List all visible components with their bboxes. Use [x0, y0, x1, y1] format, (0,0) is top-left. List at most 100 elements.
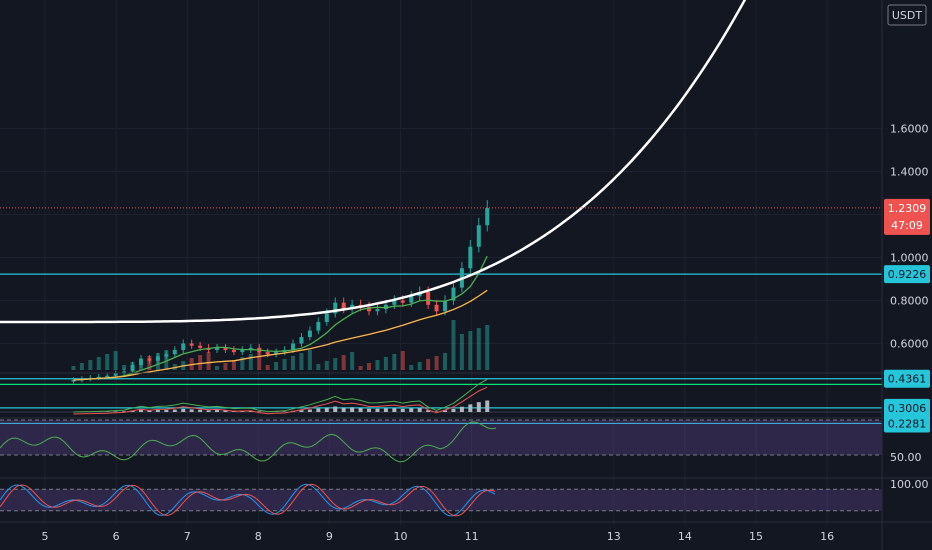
volume-bar — [392, 354, 397, 370]
stoch-band — [0, 489, 882, 511]
time-tick-label: 7 — [184, 530, 191, 543]
candle-body[interactable] — [443, 300, 448, 312]
price-tick-label: 0.8000 — [890, 295, 929, 308]
candle-body[interactable] — [248, 347, 253, 350]
macd-histogram-bar — [223, 410, 228, 412]
macd-histogram-bar — [459, 406, 464, 412]
volume-bar — [358, 366, 363, 370]
candle-body[interactable] — [164, 354, 169, 357]
candle-body[interactable] — [240, 349, 245, 353]
macd-histogram-bar — [409, 408, 414, 412]
candle-body[interactable] — [71, 380, 76, 382]
volume-bar — [417, 362, 422, 370]
candle-body[interactable] — [274, 352, 279, 355]
candle-body[interactable] — [105, 375, 110, 378]
candle-body[interactable] — [299, 337, 304, 344]
parabolic-curve-line[interactable] — [0, 0, 748, 324]
macd-histogram-bar — [383, 408, 388, 412]
macd-pane — [0, 379, 882, 415]
volume-bar — [443, 353, 448, 370]
time-tick-label: 5 — [42, 530, 49, 543]
price-tags: 1.2309 47:09 0.9226 0.4361 0.3006 0.2281 — [0, 198, 930, 433]
time-axis[interactable]: 5 6 7 8 9 10 11 13 14 15 16 — [42, 530, 835, 543]
level-price-label: 0.3006 — [888, 402, 927, 415]
macd-histogram-bar — [206, 410, 211, 412]
volume-bar — [400, 351, 405, 370]
candle-body[interactable] — [189, 343, 194, 346]
volume-bar — [274, 362, 279, 370]
level-price-label: 0.4361 — [888, 373, 927, 386]
candle-body[interactable] — [367, 306, 372, 312]
candle-body[interactable] — [223, 347, 228, 350]
stoch-k-line — [0, 483, 496, 517]
candle-body[interactable] — [383, 304, 388, 310]
currency-badge[interactable] — [887, 4, 927, 26]
candle-body[interactable] — [215, 347, 220, 350]
candle-body[interactable] — [172, 349, 177, 355]
candle-body[interactable] — [485, 208, 490, 226]
macd-histogram-bar — [189, 409, 194, 412]
candle-body[interactable] — [307, 330, 312, 338]
chart-grid — [0, 0, 882, 525]
candle-body[interactable] — [392, 300, 397, 305]
candle-body[interactable] — [451, 287, 456, 301]
rsi-tick-label: 50.00 — [890, 451, 922, 464]
candle-body[interactable] — [324, 313, 329, 322]
time-tick-label: 8 — [255, 530, 262, 543]
volume-bar — [113, 351, 118, 370]
volume-bar — [324, 361, 329, 370]
volume-bar — [367, 363, 372, 370]
level-price-tag — [884, 369, 930, 388]
candle-body[interactable] — [138, 358, 143, 365]
candle-body[interactable] — [333, 302, 338, 314]
candle-body[interactable] — [409, 296, 414, 303]
candle-body[interactable] — [341, 302, 346, 310]
candle-body[interactable] — [476, 225, 481, 247]
candle-body[interactable] — [130, 365, 135, 372]
candle-body[interactable] — [198, 345, 203, 348]
rsi-pane — [0, 419, 882, 463]
candle-body[interactable] — [400, 300, 405, 303]
candle-body[interactable] — [426, 291, 431, 305]
macd-line — [73, 379, 488, 413]
macd-histogram-bar — [451, 408, 456, 412]
candle-body[interactable] — [181, 343, 186, 350]
horizontal-levels[interactable] — [0, 273, 882, 425]
volume-bar — [88, 360, 93, 370]
volume-bar — [96, 357, 101, 370]
level-price-tag — [884, 398, 930, 417]
time-tick-label: 9 — [326, 530, 333, 543]
last-price-tag — [884, 198, 930, 235]
macd-histogram-bar — [350, 407, 355, 412]
macd-histogram-bar — [367, 408, 372, 412]
volume-bar — [257, 351, 262, 370]
candle-body[interactable] — [316, 322, 321, 331]
macd-histogram-bar — [257, 411, 262, 412]
volume-bar — [451, 320, 456, 370]
price-tick-label: 1.6000 — [890, 123, 929, 136]
macd-histogram-bar — [443, 410, 448, 412]
price-tick-label: 0.6000 — [890, 338, 929, 351]
macd-histogram-bar — [375, 408, 380, 412]
volume-bar — [206, 352, 211, 370]
candle-body[interactable] — [147, 358, 152, 361]
volume-bar — [375, 360, 380, 370]
candle-body[interactable] — [231, 349, 236, 353]
parabolic-curve[interactable] — [0, 0, 748, 324]
candle-body[interactable] — [291, 343, 296, 350]
volume-bar — [316, 364, 321, 370]
macd-histogram-bar — [434, 411, 439, 412]
macd-histogram-bar — [215, 410, 220, 412]
volume-bar — [122, 365, 127, 370]
candle-body[interactable] — [468, 246, 473, 269]
candle-body[interactable] — [434, 304, 439, 312]
candle-body[interactable] — [265, 352, 270, 355]
volume-bar — [350, 352, 355, 370]
level-price-tag — [884, 265, 930, 284]
candle-body[interactable] — [155, 356, 160, 361]
candle-body[interactable] — [375, 309, 380, 312]
candle-body[interactable] — [113, 373, 118, 376]
time-tick-label: 13 — [607, 530, 621, 543]
candle-body[interactable] — [96, 376, 101, 379]
